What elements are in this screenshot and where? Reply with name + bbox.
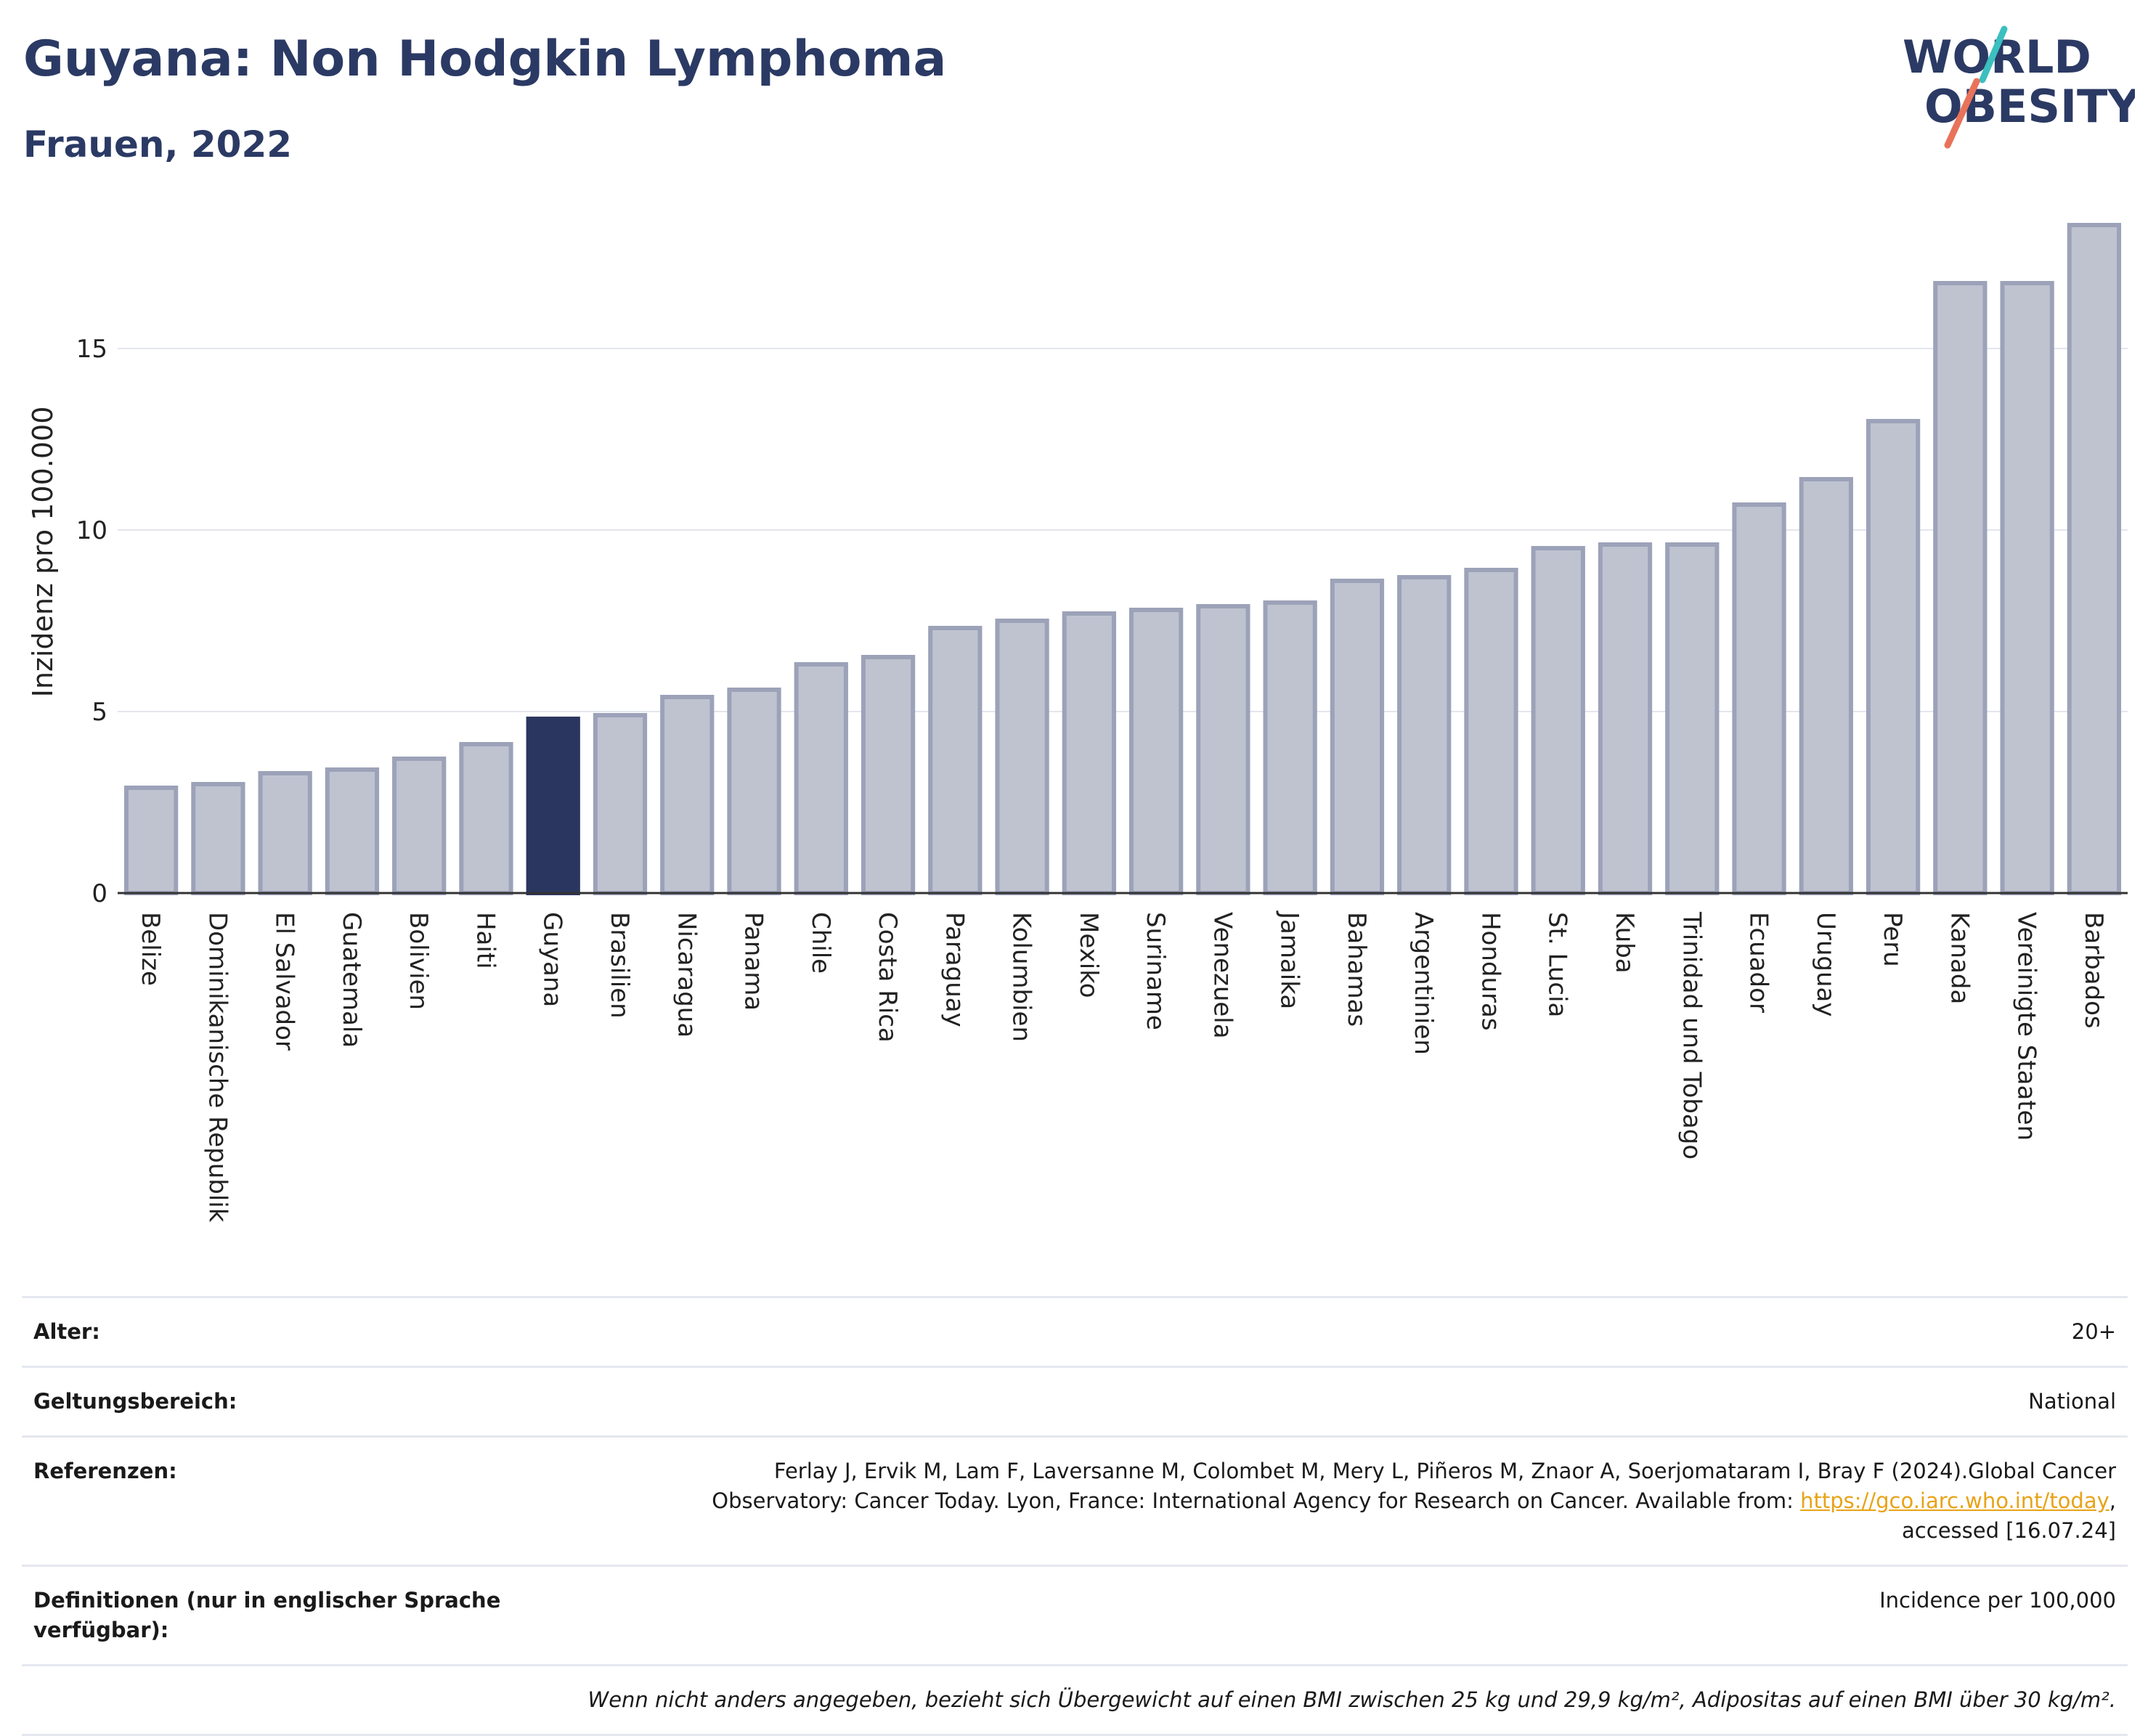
chart-title: Guyana: Non Hodgkin Lymphoma	[23, 30, 947, 88]
x-tick-label: Dominikanische Republik	[203, 912, 232, 1223]
chart-subtitle: Frauen, 2022	[23, 123, 293, 166]
meta-row-references: Referenzen: Ferlay J, Ervik M, Lam F, La…	[22, 1435, 2128, 1565]
bar	[861, 655, 916, 895]
bar	[1866, 419, 1921, 895]
x-tick-label: Venezuela	[1208, 912, 1237, 1039]
bar	[1799, 477, 1853, 895]
x-tick-label: Brasilien	[605, 912, 634, 1019]
age-label: Alter:	[33, 1319, 100, 1344]
x-tick-label: Guatemala	[337, 912, 366, 1048]
bar	[191, 782, 245, 895]
x-tick-label: Barbados	[2079, 912, 2108, 1029]
bar	[258, 771, 312, 895]
world-obesity-logo: WORLD OBESITY	[1903, 25, 2135, 149]
y-axis-label: Inzidenz pro 100.000	[27, 407, 59, 698]
x-tick-label: Haiti	[471, 912, 500, 969]
bar	[1665, 542, 1720, 895]
x-tick-label: Jamaika	[1275, 910, 1304, 1009]
bar	[526, 717, 580, 895]
x-tick-label: Belize	[136, 912, 165, 986]
metadata-table: Alter: 20+ Geltungsbereich: National Ref…	[22, 1296, 2128, 1736]
bar	[1128, 608, 1184, 895]
bar	[2000, 281, 2054, 895]
references-value: Ferlay J, Ervik M, Lam F, Laversanne M, …	[542, 1456, 2116, 1546]
bar	[995, 619, 1049, 895]
logo-slash-coral	[1944, 78, 1980, 149]
reference-text-1: Ferlay J, Ervik M, Lam F, Laversanne M, …	[773, 1459, 2116, 1483]
definitions-label: Definitionen (nur in englischer Sprache …	[33, 1588, 501, 1642]
x-tick-label: St. Lucia	[1543, 912, 1572, 1017]
x-tick-label: Suriname	[1141, 912, 1170, 1030]
age-value: 20+	[2071, 1319, 2116, 1344]
bar	[1464, 568, 1518, 895]
bar	[1933, 281, 1988, 895]
x-tick-label: Honduras	[1476, 912, 1505, 1031]
definitions-value: Incidence per 100,000	[1879, 1588, 2116, 1613]
bar	[1330, 579, 1385, 895]
bar	[1062, 611, 1117, 895]
bar	[325, 767, 380, 895]
y-tick-label: 0	[91, 879, 107, 908]
x-tick-label: Bahamas	[1342, 912, 1371, 1027]
reference-text-2: Observatory: Cancer Today. Lyon, France:…	[712, 1488, 1801, 1513]
bar	[928, 626, 983, 895]
x-tick-label: Mexiko	[1074, 912, 1103, 998]
bar	[1263, 600, 1317, 895]
x-tick-label: Kuba	[1610, 912, 1639, 974]
meta-row-age: Alter: 20+	[22, 1296, 2128, 1366]
x-tick-label: El Salvador	[270, 912, 299, 1051]
bar	[2067, 223, 2122, 895]
meta-row-scope: Geltungsbereich: National	[22, 1366, 2128, 1435]
reference-text-3: ,	[2109, 1488, 2116, 1513]
reference-text-4: accessed [16.07.24]	[1902, 1518, 2116, 1543]
meta-row-footnote: Wenn nicht anders angegeben, bezieht sic…	[22, 1664, 2128, 1736]
bar	[794, 662, 848, 895]
x-tick-label: Kanada	[1945, 912, 1974, 1004]
x-tick-label: Vereinigte Staaten	[2012, 912, 2041, 1141]
meta-row-definitions: Definitionen (nur in englischer Sprache …	[22, 1565, 2128, 1664]
bar	[392, 757, 447, 895]
x-tick-label: Ecuador	[1744, 912, 1773, 1013]
logo-slash-teal	[1979, 25, 2008, 83]
bar	[1598, 542, 1653, 895]
bar	[1196, 604, 1250, 895]
x-tick-label: Argentinien	[1409, 912, 1438, 1055]
scope-value: National	[2028, 1389, 2116, 1414]
references-label: Referenzen:	[33, 1459, 177, 1483]
x-tick-label: Guyana	[538, 912, 567, 1007]
bar	[1397, 575, 1452, 895]
footnote: Wenn nicht anders angegeben, bezieht sic…	[587, 1687, 2116, 1712]
x-tick-label: Kolumbien	[1007, 912, 1036, 1042]
x-tick-label: Bolivien	[404, 912, 433, 1010]
x-tick-label: Costa Rica	[873, 912, 902, 1043]
x-tick-label: Trinidad und Tobago	[1677, 911, 1706, 1160]
y-tick-label: 10	[76, 516, 107, 545]
bar	[1531, 546, 1585, 895]
y-tick-label: 5	[91, 698, 107, 727]
x-tick-label: Chile	[806, 912, 835, 974]
bar	[727, 688, 781, 895]
bar	[593, 713, 648, 895]
x-tick-label: Paraguay	[940, 912, 969, 1027]
x-tick-label: Peru	[1878, 912, 1907, 967]
bar	[459, 742, 513, 895]
scope-label: Geltungsbereich:	[33, 1389, 237, 1414]
reference-link[interactable]: https://gco.iarc.who.int/today	[1800, 1488, 2110, 1513]
bar-chart: 0 5 10 15 Inzidenz pro 100.000 Belize Dominika…	[27, 223, 2128, 1223]
bar	[1732, 502, 1786, 895]
bar	[123, 786, 179, 895]
x-tick-label: Nicaragua	[672, 912, 701, 1038]
x-tick-label: Uruguay	[1811, 912, 1840, 1017]
bar	[660, 695, 715, 895]
y-tick-label: 15	[76, 335, 107, 364]
x-tick-label: Panama	[739, 912, 768, 1011]
